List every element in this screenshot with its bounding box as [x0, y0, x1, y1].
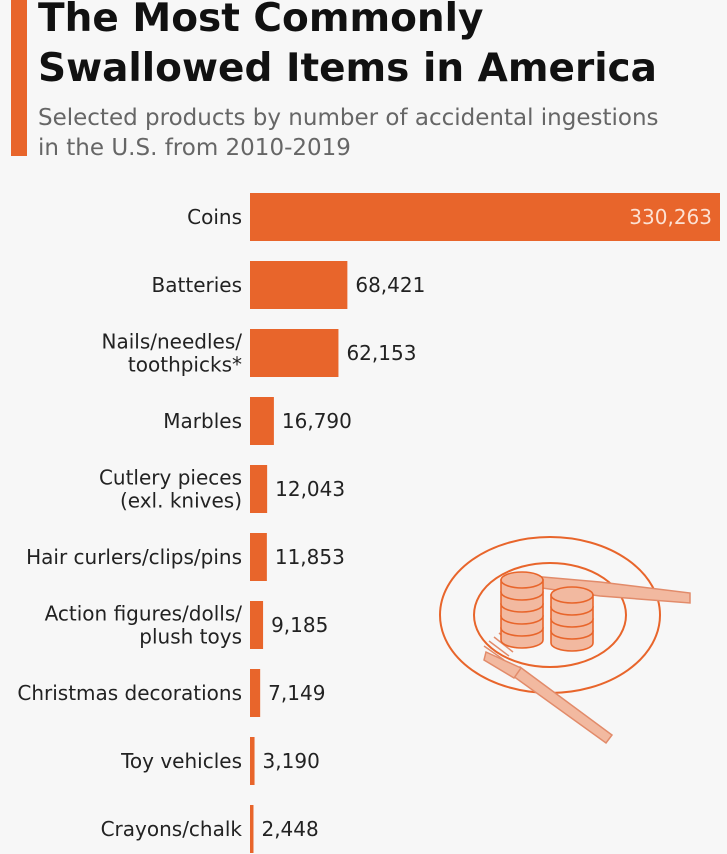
- category-label-3-0: Marbles: [163, 409, 242, 433]
- category-label-2-1: toothpicks*: [128, 353, 242, 377]
- bar-8: [250, 737, 255, 785]
- category-label-4-0: Cutlery pieces: [99, 466, 242, 490]
- value-label-6: 9,185: [271, 613, 328, 637]
- coin-stack-left-top: [500, 571, 544, 589]
- value-label-0: 330,263: [629, 205, 712, 229]
- bar-1: [250, 261, 348, 309]
- bar-4: [250, 465, 268, 513]
- bar-0: [250, 193, 720, 241]
- bar-9: [250, 805, 254, 853]
- category-label-4-1: (exl. knives): [120, 489, 242, 513]
- value-label-1: 68,421: [355, 273, 425, 297]
- chart-title: The Most Commonly Swallowed Items in Ame…: [38, 0, 657, 91]
- value-label-3: 16,790: [282, 409, 352, 433]
- coin-stack-right-icon: [550, 586, 594, 652]
- category-label-1-0: Batteries: [152, 273, 242, 297]
- category-label-9-0: Crayons/chalk: [101, 817, 243, 841]
- category-label-8-0: Toy vehicles: [120, 749, 242, 773]
- coin-stack-left-icon: [500, 571, 544, 649]
- bar-3: [250, 397, 274, 445]
- fork-icon: [483, 632, 614, 745]
- category-label-6-1: plush toys: [139, 625, 242, 649]
- value-label-2: 62,153: [346, 341, 416, 365]
- chart-subtitle: Selected products by number of accidenta…: [38, 105, 659, 161]
- bars-group: 330,263 Coins 68,421 Batteries 62,153 Nails/n…: [17, 193, 720, 853]
- category-label-7-0: Christmas decorations: [17, 681, 242, 705]
- bar-5: [250, 533, 267, 581]
- value-label-9: 2,448: [261, 817, 318, 841]
- value-label-7: 7,149: [268, 681, 325, 705]
- plate-with-coins-fork-knife-icon: [439, 536, 691, 745]
- category-label-6-0: Action figures/dolls/: [45, 602, 243, 626]
- category-label-5-0: Hair curlers/clips/pins: [26, 545, 242, 569]
- category-label-2-0: Nails/needles/: [102, 330, 243, 354]
- value-label-5: 11,853: [275, 545, 345, 569]
- category-label-0-0: Coins: [187, 205, 242, 229]
- plate-inner-rim: [473, 562, 627, 668]
- coin-stack-right-top: [550, 586, 594, 604]
- value-label-4: 12,043: [275, 477, 345, 501]
- value-label-8: 3,190: [263, 749, 320, 773]
- title-accent-bar: [11, 0, 27, 156]
- bar-2: [250, 329, 339, 377]
- bar-6: [250, 601, 264, 649]
- bar-7: [250, 669, 261, 717]
